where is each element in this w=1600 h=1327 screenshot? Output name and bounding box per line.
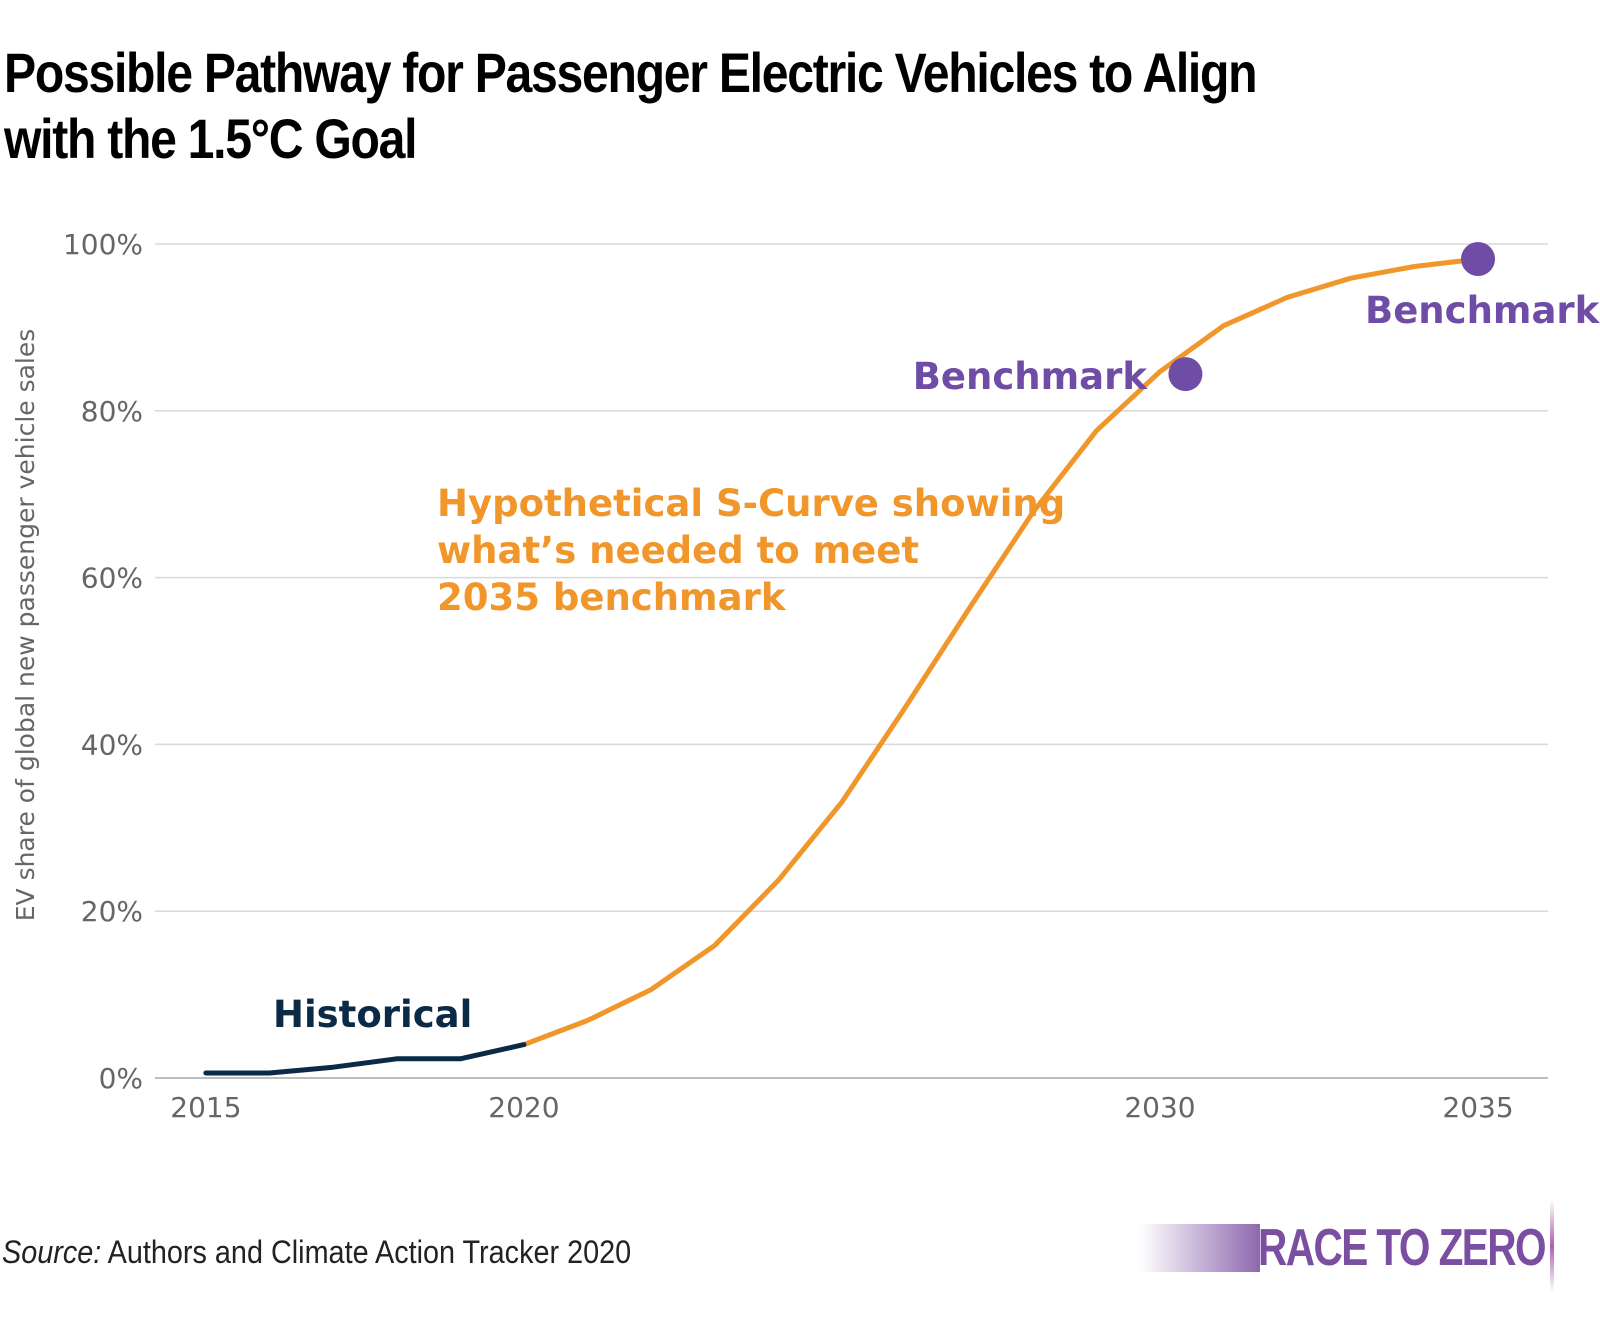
race-to-zero-logo: RACE TO ZERO	[1140, 1200, 1560, 1292]
x-tick-label: 2015	[170, 1091, 241, 1124]
y-tick-label: 0%	[99, 1062, 143, 1095]
benchmark-markers	[1168, 242, 1496, 392]
logo-edge-line	[1550, 1200, 1554, 1292]
benchmark-label-2035: Benchmark	[1365, 289, 1600, 332]
y-tick-label: 100%	[63, 228, 143, 261]
historical-line	[203, 1042, 527, 1076]
chart-title: Possible Pathway for Passenger Electric …	[4, 41, 1258, 170]
y-tick-labels: 0% 20% 40% 60% 80% 100%	[63, 228, 143, 1095]
source-text: Authors and Climate Action Tracker 2020	[101, 1234, 632, 1270]
series-lines	[203, 256, 1481, 1076]
y-tick-label: 20%	[81, 895, 143, 928]
grid-lines	[155, 243, 1548, 1079]
x-tick-label: 2035	[1442, 1091, 1513, 1124]
s-curve-label-line-3: 2035 benchmark	[437, 576, 787, 619]
source-label: Source:	[2, 1234, 102, 1270]
historical-label: Historical	[273, 993, 472, 1036]
x-tick-labels: 2015 2020 2030 2035	[170, 1091, 1513, 1124]
s-curve-line	[521, 256, 1481, 1048]
benchmark-marker-1	[1168, 357, 1203, 392]
s-curve-label-line-1: Hypothetical S-Curve showing	[437, 482, 1065, 525]
logo-text: RACE TO ZERO	[1258, 1219, 1547, 1277]
y-axis-label: EV share of global new passenger vehicle…	[11, 329, 40, 922]
logo-gradient-bar	[1140, 1224, 1260, 1272]
benchmark-marker-2	[1461, 242, 1496, 277]
x-tick-label: 2030	[1124, 1091, 1195, 1124]
benchmark-label-2030: Benchmark	[913, 355, 1149, 398]
source-note: Source: Authors and Climate Action Track…	[2, 1234, 631, 1271]
s-curve-label-line-2: what’s needed to meet	[437, 529, 919, 572]
y-tick-label: 80%	[81, 395, 143, 428]
y-tick-label: 40%	[81, 728, 143, 761]
y-tick-label: 60%	[81, 562, 143, 595]
x-tick-label: 2020	[488, 1091, 559, 1124]
